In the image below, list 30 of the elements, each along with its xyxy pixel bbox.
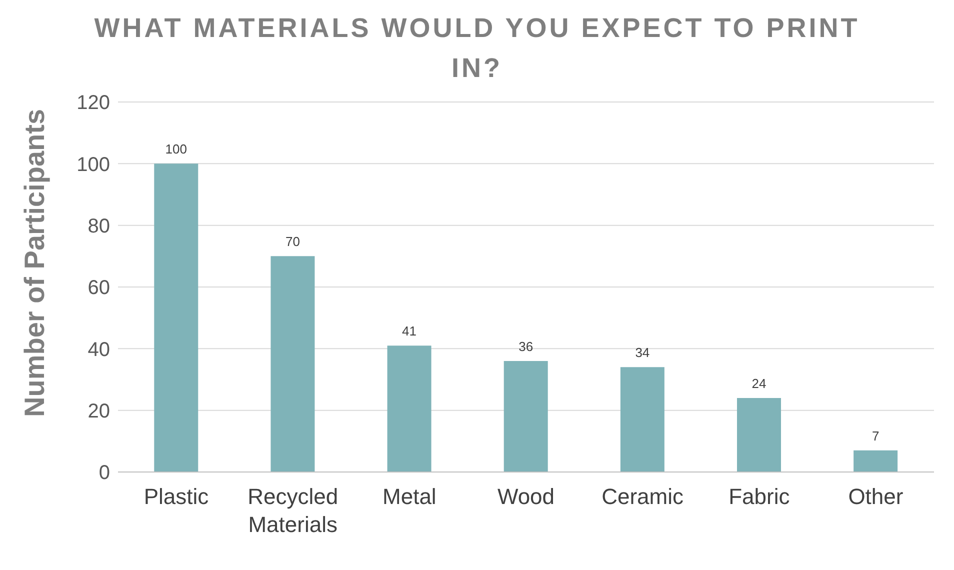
bar xyxy=(620,367,664,472)
x-tick-label: Fabric xyxy=(728,484,790,509)
data-label: 24 xyxy=(752,376,766,391)
bar xyxy=(736,398,781,472)
x-tick-label: Plastic xyxy=(144,484,209,509)
bar xyxy=(854,450,898,472)
y-tick-label: 100 xyxy=(76,154,110,176)
y-tick-label: 80 xyxy=(88,215,110,238)
y-tick-label: 20 xyxy=(88,400,110,422)
y-axis-title: Number of Participants xyxy=(18,108,50,417)
bar xyxy=(270,256,315,472)
x-tick-label: Other xyxy=(848,484,904,509)
data-label: 70 xyxy=(285,234,300,250)
data-label: 34 xyxy=(635,345,650,360)
y-tick-label: 0 xyxy=(98,462,110,484)
x-tick-label: Recycled Materials xyxy=(248,484,338,537)
x-tick-label: Metal xyxy=(382,484,436,509)
y-tick-label: 60 xyxy=(88,277,110,300)
y-tick-label: 120 xyxy=(76,92,110,114)
x-tick-label: Wood xyxy=(497,484,555,509)
bar xyxy=(387,346,432,472)
data-label: 100 xyxy=(165,142,187,157)
y-tick-label: 40 xyxy=(88,338,110,361)
bar xyxy=(504,361,548,472)
data-label: 7 xyxy=(872,428,880,444)
x-tick-label: Ceramic xyxy=(602,484,684,509)
data-label: 41 xyxy=(402,324,417,339)
data-label: 36 xyxy=(518,339,534,354)
chart-title: WHAT MATERIALS WOULD YOU EXPECT TO PRINT IN? xyxy=(93,12,861,85)
bar xyxy=(154,164,198,472)
